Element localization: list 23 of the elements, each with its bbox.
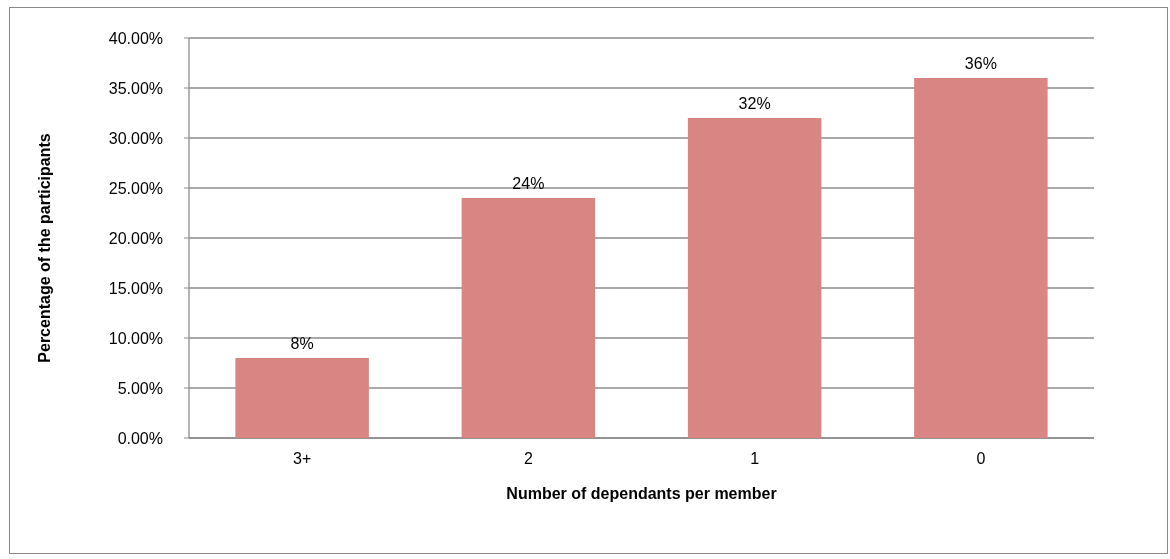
y-tick-label: 15.00% [108, 279, 163, 297]
y-tick-label: 5.00% [117, 379, 163, 397]
y-tick-label: 20.00% [108, 229, 163, 247]
data-label: 24% [512, 175, 545, 192]
x-tick-label: 1 [750, 450, 760, 467]
x-tick-label: 3+ [293, 450, 312, 467]
y-axis-title: Percentage of the participants [36, 133, 53, 363]
y-tick-label: 40.00% [108, 29, 163, 47]
y-tick-label: 25.00% [108, 179, 163, 197]
x-axis-title: Number of dependants per member [506, 485, 777, 502]
data-label: 36% [964, 55, 997, 72]
data-label: 8% [290, 335, 314, 352]
bar [914, 78, 1048, 438]
y-tick-label: 0.00% [117, 429, 163, 447]
data-label: 32% [738, 95, 771, 112]
y-tick-label: 30.00% [108, 129, 163, 147]
y-tick-label: 10.00% [108, 329, 163, 347]
bar [235, 358, 369, 438]
y-tick-label: 35.00% [108, 79, 163, 97]
bar [687, 118, 822, 438]
x-tick-label: 2 [523, 450, 533, 467]
bar [461, 198, 596, 438]
x-tick-label: 0 [976, 450, 986, 467]
